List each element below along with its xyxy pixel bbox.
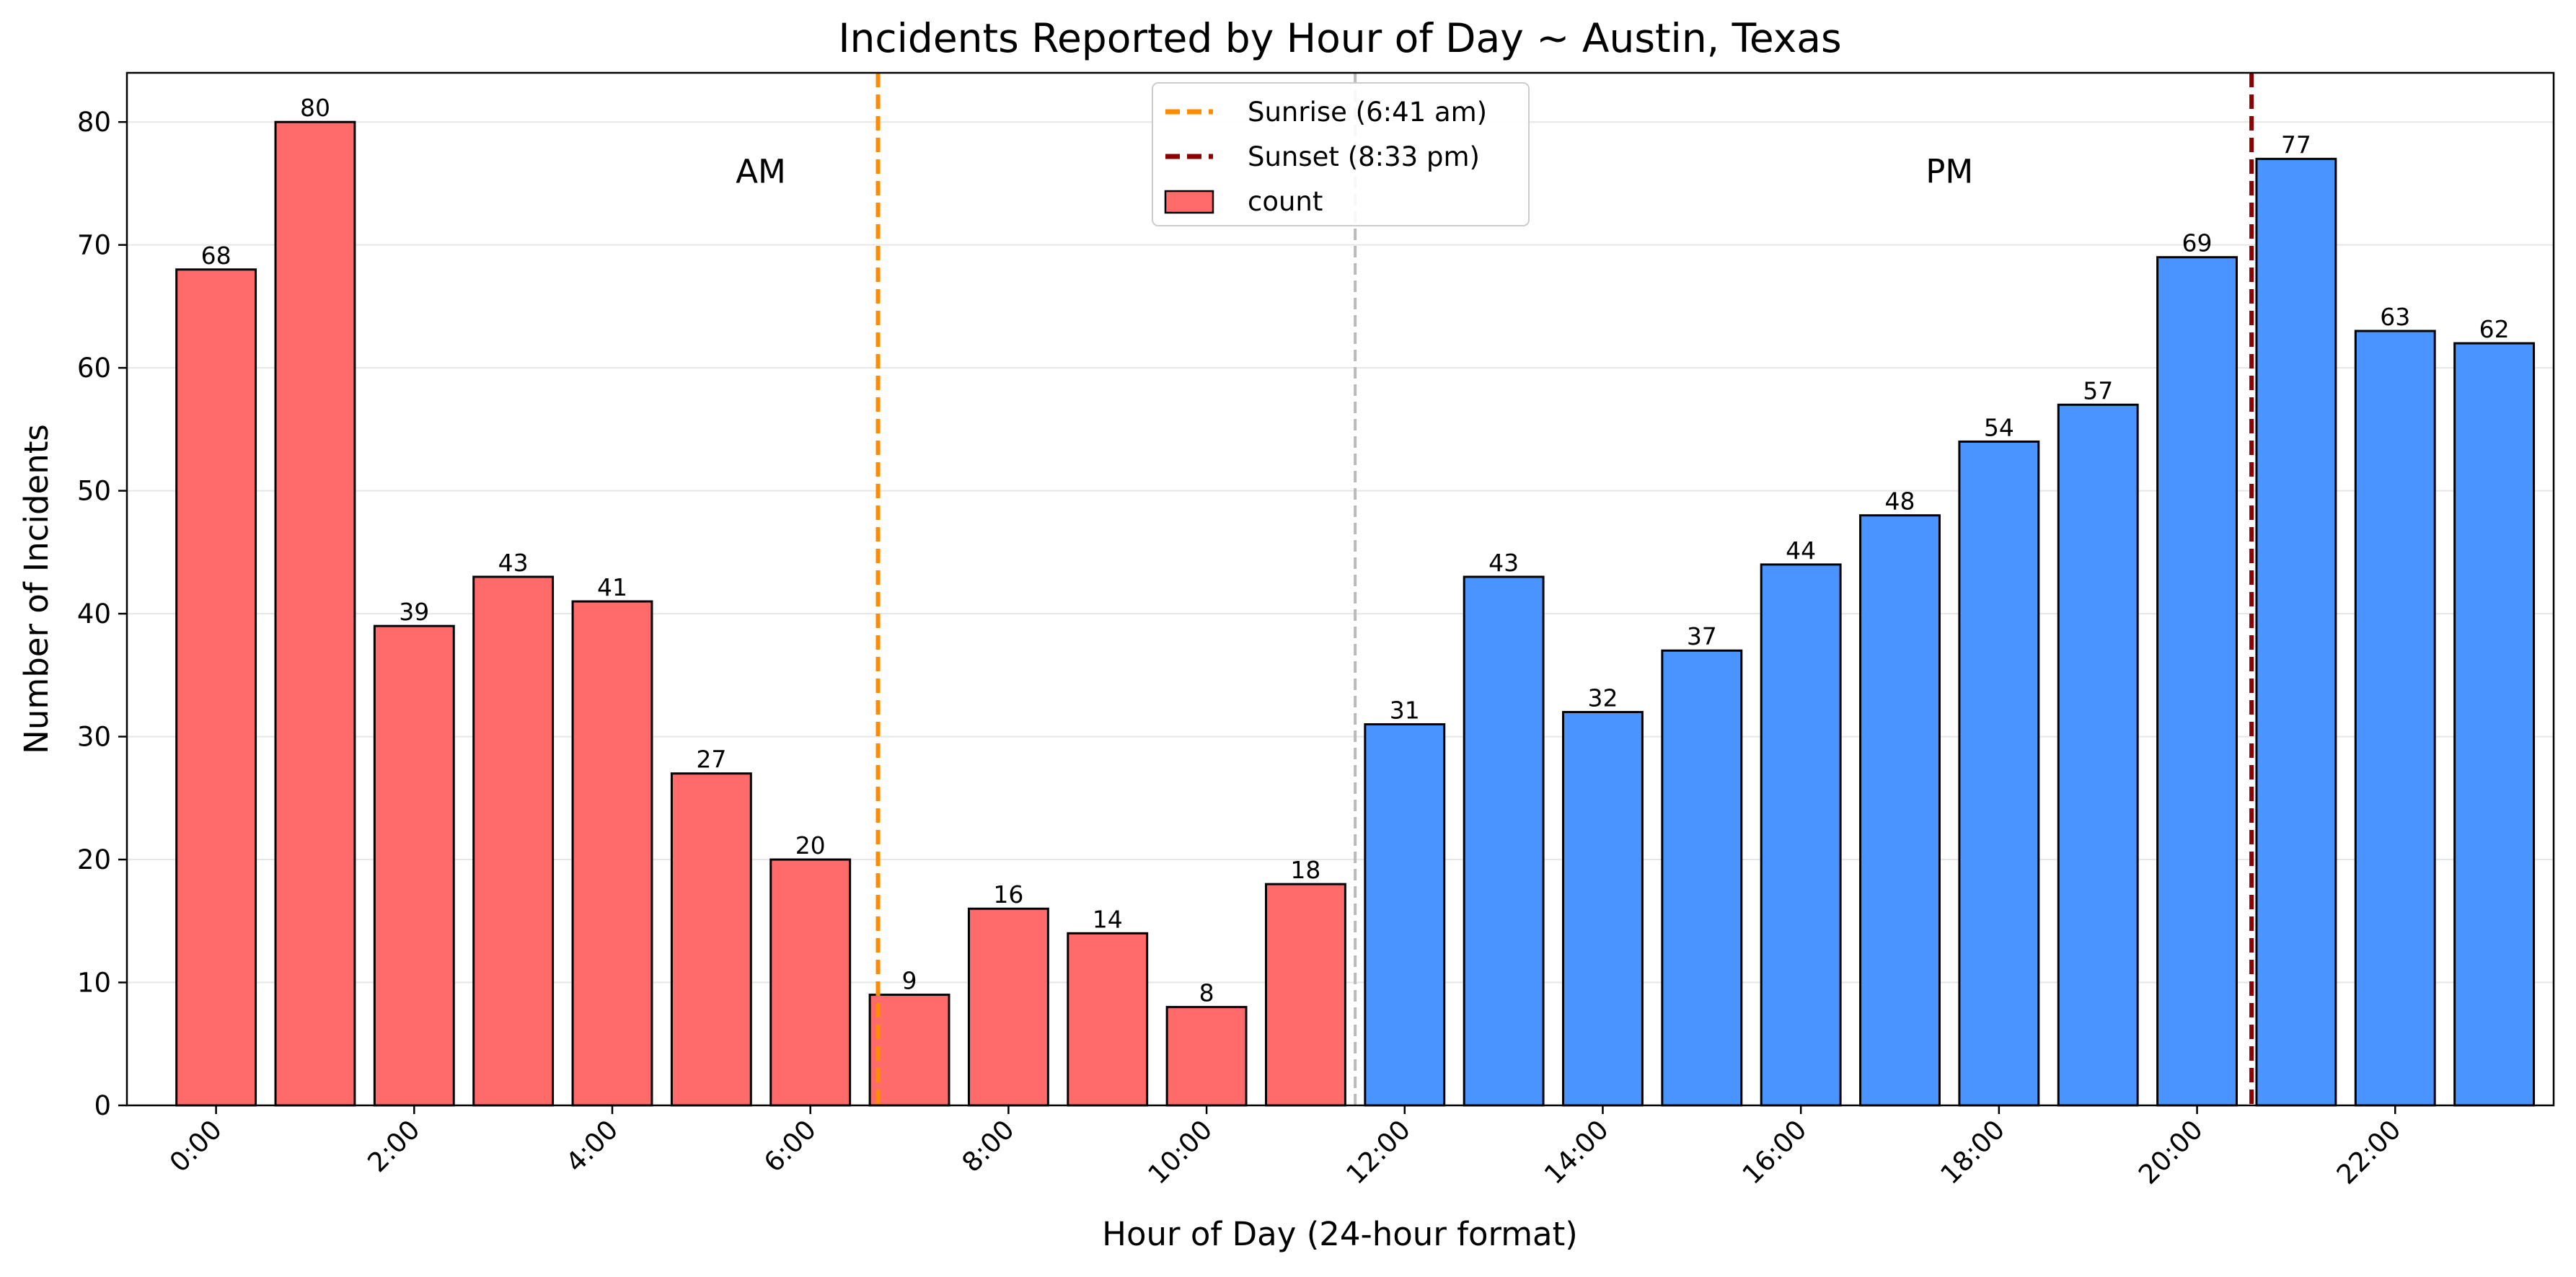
y-tick-label: 20 — [77, 844, 111, 875]
annotation-am: AM — [736, 152, 786, 190]
bar-value-label: 14 — [1093, 905, 1123, 933]
bar-value-label: 69 — [2182, 229, 2213, 257]
bar-hour-10 — [1165, 1006, 1248, 1107]
x-tick-label: 2:00 — [362, 1114, 426, 1178]
x-tick-label: 14:00 — [1538, 1114, 1615, 1190]
y-tick-label: 0 — [94, 1090, 111, 1121]
x-tick-label: 6:00 — [758, 1114, 822, 1178]
bar-hour-5 — [670, 772, 752, 1107]
legend-entry-count-swatch — [1164, 190, 1214, 214]
bar-hour-20 — [2156, 256, 2238, 1107]
x-tick-label: 16:00 — [1737, 1114, 1813, 1190]
x-tick-label: 12:00 — [1340, 1114, 1416, 1190]
bar-value-label: 80 — [300, 94, 330, 122]
y-tick-label: 80 — [77, 107, 111, 138]
x-tick-label: 4:00 — [560, 1114, 624, 1178]
legend-entry-sunset: Sunset (8:33 pm) — [1248, 141, 1480, 172]
y-tick-label: 60 — [77, 353, 111, 384]
x-tick-label: 20:00 — [2132, 1114, 2209, 1190]
bar-value-label: 62 — [2479, 315, 2510, 343]
bars-layer — [175, 120, 2536, 1107]
annotation-pm: PM — [1926, 152, 1973, 190]
y-tick-label: 50 — [77, 476, 111, 507]
x-tick-label: 10:00 — [1142, 1114, 1219, 1190]
bar-hour-6 — [769, 858, 852, 1107]
bar-hour-19 — [2057, 403, 2139, 1107]
bar-value-label: 43 — [498, 549, 529, 577]
bar-hour-14 — [1562, 710, 1644, 1107]
y-tick-label: 10 — [77, 968, 111, 999]
bar-hour-0 — [175, 268, 257, 1107]
bar-hour-12 — [1364, 723, 1446, 1107]
chart-title: Incidents Reported by Hour of Day ~ Aust… — [838, 15, 1841, 61]
bar-value-label: 20 — [795, 831, 826, 860]
x-tick-label: 22:00 — [2331, 1114, 2407, 1190]
legend-entry-sunrise: Sunrise (6:41 am) — [1248, 97, 1487, 128]
bar-value-label: 43 — [1488, 549, 1519, 577]
bar-value-label: 68 — [201, 242, 231, 270]
bar-value-label: 27 — [696, 746, 726, 774]
x-tick-label: 0:00 — [164, 1114, 228, 1178]
bar-value-label: 18 — [1290, 856, 1320, 884]
bar-hour-16 — [1760, 563, 1842, 1107]
bar-value-label: 44 — [1786, 536, 1816, 565]
bar-hour-9 — [1067, 932, 1149, 1107]
bar-value-label: 32 — [1587, 684, 1618, 712]
bar-value-label: 39 — [399, 598, 429, 626]
bar-value-label: 37 — [1687, 622, 1717, 650]
bar-hour-17 — [1859, 514, 1941, 1107]
bar-hour-7 — [868, 994, 950, 1107]
y-tick-label: 30 — [77, 722, 111, 753]
bar-hour-2 — [373, 624, 455, 1107]
legend-entry-count: count — [1248, 186, 1323, 217]
y-tick-label: 70 — [77, 230, 111, 261]
bar-value-label: 63 — [2380, 303, 2410, 331]
bar-value-label: 48 — [1885, 487, 1915, 516]
bar-value-label: 9 — [902, 967, 917, 995]
bar-hour-4 — [571, 600, 653, 1107]
bar-value-label: 54 — [1984, 413, 2014, 441]
plot-frame — [125, 71, 2555, 1107]
x-tick-label: 8:00 — [956, 1114, 1020, 1178]
legend: Sunrise (6:41 am) Sunset (8:33 pm) count — [1152, 82, 1530, 226]
bar-value-label: 41 — [597, 573, 627, 601]
bar-hour-11 — [1264, 883, 1346, 1107]
bar-hour-1 — [274, 120, 356, 1107]
bar-hour-22 — [2354, 330, 2436, 1107]
annotations-layer: AM PM — [736, 152, 1973, 190]
bar-hour-23 — [2453, 342, 2536, 1107]
y-tick-label: 40 — [77, 598, 111, 629]
bar-hour-21 — [2255, 157, 2337, 1107]
bar-value-label: 77 — [2281, 131, 2311, 159]
bar-hour-18 — [1958, 440, 2040, 1107]
bar-labels-layer: 68 80 39 43 41 27 20 9 16 14 8 18 31 43 32 37 44 48 54 57 69… — [201, 94, 2510, 1007]
y-axis-label: Number of Incidents — [17, 424, 56, 754]
bar-value-label: 16 — [993, 880, 1023, 909]
bar-value-label: 57 — [2083, 376, 2113, 405]
legend-box — [1152, 82, 1530, 226]
bar-hour-3 — [472, 575, 555, 1107]
x-axis-label: Hour of Day (24-hour format) — [1102, 1215, 1578, 1253]
bar-hour-13 — [1463, 575, 1545, 1107]
bar-value-label: 31 — [1390, 697, 1420, 725]
bar-hour-15 — [1661, 649, 1743, 1107]
bar-value-label: 8 — [1199, 979, 1214, 1007]
bar-hour-8 — [967, 907, 1049, 1107]
x-tick-label: 18:00 — [1934, 1114, 2011, 1190]
